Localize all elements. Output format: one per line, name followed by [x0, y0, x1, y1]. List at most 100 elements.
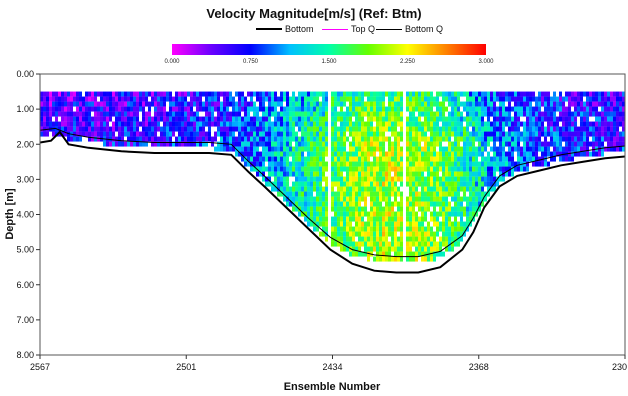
velocity-cell [343, 231, 346, 237]
velocity-cell [607, 136, 610, 142]
velocity-cell [577, 111, 580, 117]
velocity-cell [481, 186, 484, 192]
velocity-cell [511, 116, 514, 122]
velocity-cell [271, 101, 274, 107]
velocity-cell [547, 126, 550, 132]
velocity-cell [457, 171, 460, 177]
velocity-cell [409, 101, 412, 107]
velocity-cell [319, 166, 322, 172]
velocity-cell [205, 121, 208, 127]
velocity-cell [415, 146, 418, 152]
velocity-cell [439, 126, 442, 132]
velocity-cell [187, 91, 190, 97]
velocity-cell [538, 161, 541, 167]
velocity-cell [277, 121, 280, 127]
velocity-cell [253, 131, 256, 137]
velocity-cell [556, 131, 559, 137]
velocity-cell [310, 181, 313, 187]
velocity-cell [373, 196, 376, 202]
velocity-cell [457, 141, 460, 147]
velocity-cell [523, 111, 526, 117]
velocity-cell [334, 231, 337, 237]
velocity-cell [283, 116, 286, 122]
velocity-cell [388, 191, 391, 197]
velocity-cell [121, 111, 124, 117]
velocity-cell [385, 166, 388, 172]
velocity-cell [394, 211, 397, 217]
velocity-cell [49, 111, 52, 117]
velocity-cell [274, 96, 277, 102]
velocity-cell [415, 211, 418, 217]
velocity-cell [514, 91, 517, 97]
velocity-cell [388, 96, 391, 102]
velocity-cell [442, 211, 445, 217]
velocity-cell [325, 201, 328, 207]
velocity-cell [262, 166, 265, 172]
legend-label-top-q: Top Q [351, 24, 376, 34]
velocity-cell [223, 131, 226, 137]
velocity-cell [586, 111, 589, 117]
velocity-cell [295, 121, 298, 127]
velocity-cell [235, 116, 238, 122]
velocity-cell [559, 116, 562, 122]
velocity-cell [115, 101, 118, 107]
velocity-cell [433, 171, 436, 177]
velocity-cell [337, 131, 340, 137]
velocity-cell [382, 136, 385, 142]
velocity-cell [451, 121, 454, 127]
velocity-cell [415, 101, 418, 107]
velocity-cell [319, 196, 322, 202]
velocity-cell [493, 161, 496, 167]
velocity-cell [352, 251, 355, 257]
velocity-cell [394, 241, 397, 247]
velocity-cell [580, 121, 583, 127]
velocity-cell [247, 141, 250, 147]
velocity-cell [115, 106, 118, 112]
velocity-cell [613, 111, 616, 117]
velocity-cell [169, 136, 172, 142]
velocity-cell [610, 91, 613, 97]
velocity-cell [451, 206, 454, 212]
velocity-cell [457, 121, 460, 127]
velocity-cell [595, 126, 598, 132]
velocity-cell [442, 196, 445, 202]
velocity-cell [526, 106, 529, 112]
velocity-cell [511, 96, 514, 102]
velocity-cell [499, 161, 502, 167]
velocity-cell [235, 111, 238, 117]
velocity-cell [481, 196, 484, 202]
velocity-cell [316, 136, 319, 142]
velocity-cell [472, 171, 475, 177]
velocity-cell [271, 96, 274, 102]
velocity-cell [358, 131, 361, 137]
velocity-cell [319, 161, 322, 167]
velocity-cell [310, 121, 313, 127]
velocity-cell [379, 221, 382, 227]
velocity-cell [58, 131, 61, 137]
velocity-cell [262, 106, 265, 112]
velocity-cell [118, 126, 121, 132]
velocity-cell [346, 121, 349, 127]
velocity-cell [475, 126, 478, 132]
velocity-cell [430, 96, 433, 102]
velocity-cell [307, 106, 310, 112]
velocity-cell [367, 126, 370, 132]
velocity-cell [124, 141, 127, 147]
velocity-cell [223, 146, 226, 152]
velocity-cell [415, 236, 418, 242]
velocity-cell [475, 101, 478, 107]
velocity-cell [313, 141, 316, 147]
velocity-cell [256, 91, 259, 97]
velocity-cell [379, 176, 382, 182]
velocity-cell [373, 126, 376, 132]
velocity-cell [367, 121, 370, 127]
velocity-cell [130, 126, 133, 132]
velocity-cell [340, 101, 343, 107]
velocity-cell [217, 91, 220, 97]
velocity-cell [358, 191, 361, 197]
velocity-cell [301, 186, 304, 192]
velocity-cell [526, 151, 529, 157]
velocity-cell [367, 231, 370, 237]
velocity-cell [340, 111, 343, 117]
velocity-cell [445, 131, 448, 137]
